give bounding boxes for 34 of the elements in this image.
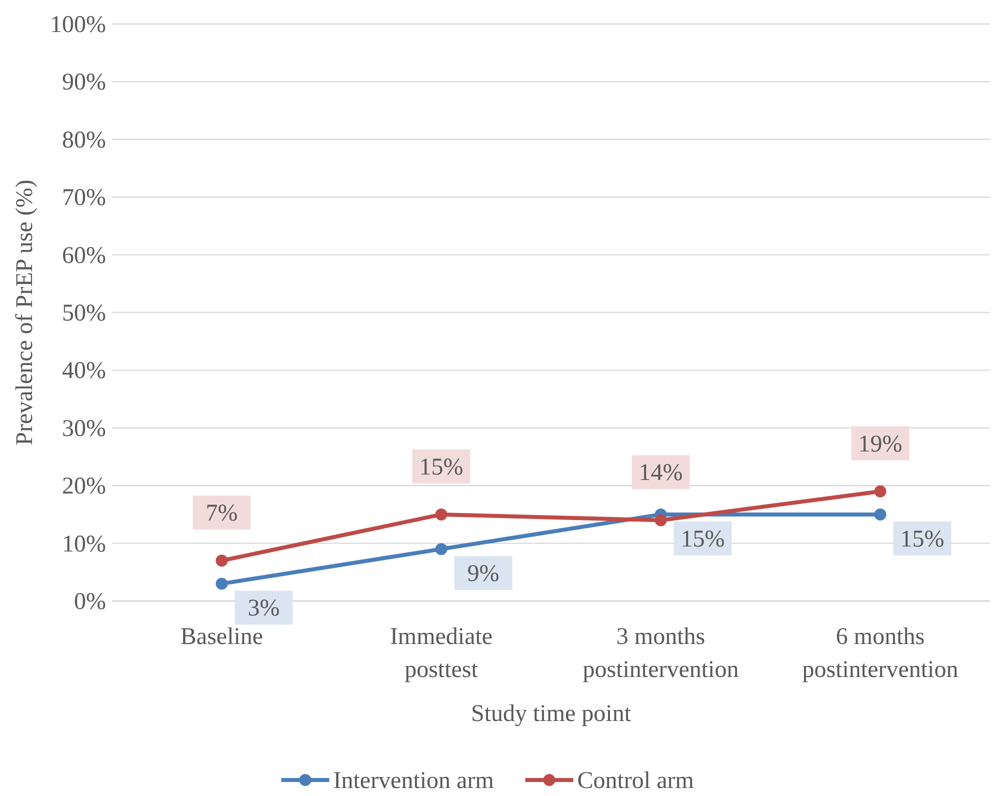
data-label: 15% <box>680 526 725 552</box>
x-tick-label: 6 months postintervention <box>802 624 958 683</box>
point <box>216 554 228 567</box>
point <box>435 508 448 520</box>
point <box>654 514 667 526</box>
y-axis-title: Prevalence of PrEP use (%) <box>12 180 38 446</box>
data-label: 7% <box>206 500 238 527</box>
x-tick-label: Baseline <box>180 624 264 650</box>
x-tick-label: 3 months postintervention <box>582 624 739 683</box>
y-tick-label: 20% <box>62 474 106 500</box>
y-tick-label: 30% <box>62 416 106 442</box>
data-label: 19% <box>858 431 902 458</box>
y-tick-label: 60% <box>62 242 106 269</box>
legend-label: Control arm <box>577 768 694 794</box>
point <box>216 578 228 590</box>
legend-label: Intervention arm <box>333 768 494 794</box>
data-label: 15% <box>900 526 944 552</box>
y-tick-label: 40% <box>62 358 106 384</box>
data-label: 3% <box>248 596 280 622</box>
y-tick-label: 10% <box>62 531 106 558</box>
data-label: 15% <box>419 454 464 480</box>
point <box>874 485 886 498</box>
y-tick-label: 70% <box>62 185 106 212</box>
y-tick-label: 0% <box>74 589 106 615</box>
data-label: 9% <box>467 561 500 588</box>
x-axis-title: Study time point <box>470 701 632 727</box>
x-tick-label: Immediate posttest <box>390 624 493 683</box>
data-label: 14% <box>638 460 683 486</box>
y-tick-label: 90% <box>62 70 106 96</box>
y-tick-label: 50% <box>62 300 106 326</box>
point <box>874 508 886 520</box>
point <box>435 543 448 556</box>
y-tick-label: 100% <box>50 12 106 38</box>
y-tick-label: 80% <box>62 127 106 154</box>
